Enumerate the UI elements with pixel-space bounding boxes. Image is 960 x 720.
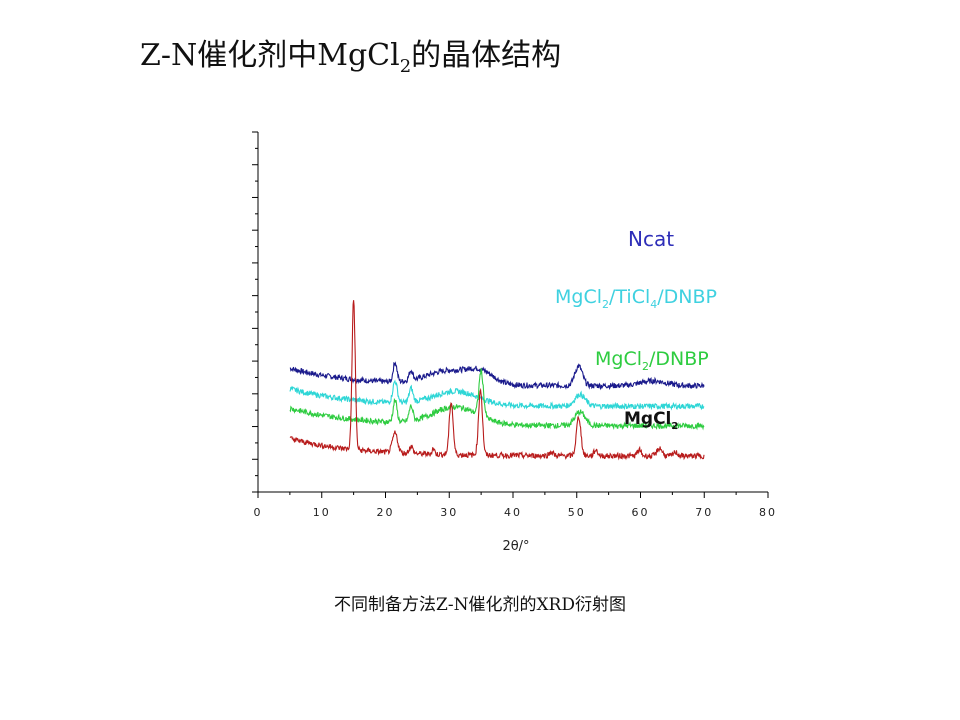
x-tick-label: 0	[254, 506, 263, 519]
title-subscript: 2	[399, 56, 412, 77]
x-tick-label: 40	[504, 506, 522, 519]
title-suffix: 的晶体结构	[411, 38, 562, 73]
page-title: Z-N催化剂中MgCl2的晶体结构	[140, 30, 561, 77]
series-label-0: Ncat	[628, 227, 674, 251]
chart-series	[289, 300, 705, 461]
series-label-1: MgCl2/TiCl4/DNBP	[555, 286, 717, 311]
series-line-2	[289, 368, 705, 431]
chart-axes: 0 10 20 30 40 50 60 70 80	[252, 131, 777, 519]
x-tick-label: 50	[568, 506, 586, 519]
series-label-3: MgCl2	[624, 409, 678, 432]
x-tick-label: 60	[632, 506, 650, 519]
x-tick-label: 70	[695, 506, 713, 519]
x-tick-label: 10	[313, 506, 331, 519]
x-tick-label: 30	[440, 506, 458, 519]
x-axis-label: 2θ/°	[502, 539, 529, 554]
x-tick-label: 80	[759, 506, 777, 519]
series-line-0	[289, 361, 705, 391]
figure-caption: 不同制备方法Z-N催化剂的XRD衍射图	[334, 595, 626, 615]
series-line-3	[289, 300, 705, 461]
series-label-2: MgCl2/DNBP	[595, 348, 709, 373]
title-prefix: Z-N催化剂中MgCl	[140, 38, 400, 73]
x-tick-label: 20	[377, 506, 395, 519]
series-line-1	[289, 379, 705, 411]
chart-series-labels: Ncat MgCl2/TiCl4/DNBP MgCl2/DNBP MgCl2	[555, 227, 717, 432]
